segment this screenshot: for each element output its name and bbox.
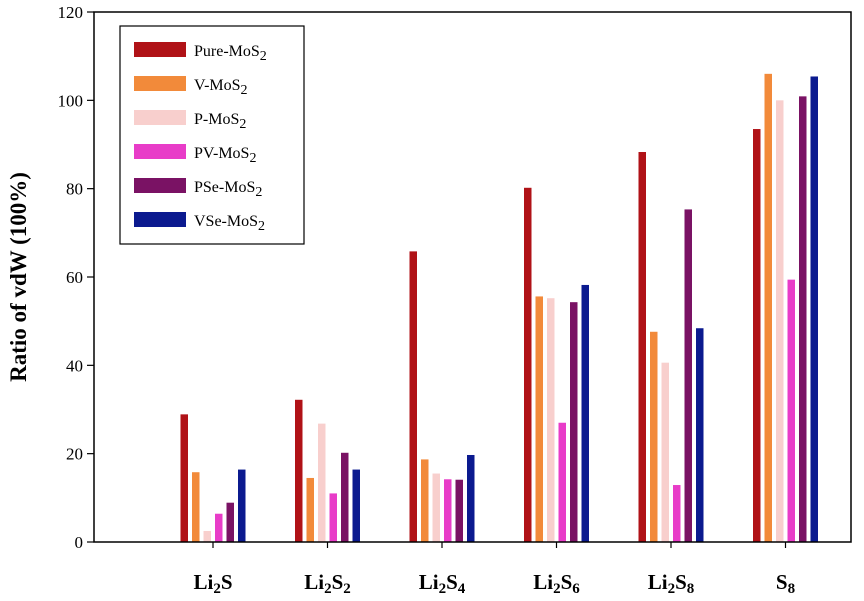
bar-vse-mos2-5 [810,76,818,542]
bar-v-mos2-2 [421,459,429,542]
bar-v-mos2-1 [306,477,314,542]
bar-pse-mos2-0 [226,502,234,542]
x-tick-label: Li2S [193,570,232,597]
bar-vse-mos2-2 [467,454,475,542]
y-tick-label: 80 [66,180,83,199]
bar-pv-mos2-4 [673,485,681,542]
bar-pure-mos2-2 [409,251,417,542]
x-tick-label: Li2S8 [648,570,695,597]
y-axis-label: Ratio of vdW (100%) [6,172,31,382]
y-axis: 0 20 40 60 80 100 120 [58,3,94,552]
x-axis: Li2S Li2S2 Li2S4 Li2S6 Li2S8 S8 [193,542,795,597]
bar-pv-mos2-0 [215,513,223,542]
bar-pv-mos2-1 [329,493,337,542]
x-tick-label: Li2S6 [533,570,580,597]
bar-p-mos2-0 [203,530,211,542]
bars-group [180,73,818,543]
bar-vse-mos2-3 [581,284,589,542]
y-tick-label: 120 [58,3,84,22]
bar-pure-mos2-5 [753,129,761,542]
bar-vse-mos2-4 [696,328,704,542]
bar-v-mos2-5 [764,73,772,542]
bar-p-mos2-3 [547,298,555,542]
legend-label: PV-MoS2 [194,145,256,166]
legend-label: Pure-MoS2 [194,43,267,64]
x-tick-label: S8 [776,570,795,597]
legend: Pure-MoS2 V-MoS2 P-MoS2 PV-MoS2 PSe-MoS2 VSe-… [119,25,305,245]
y-tick-label: 20 [66,445,83,464]
bar-pv-mos2-5 [787,279,795,542]
bar-pse-mos2-3 [570,302,578,542]
legend-swatch [134,110,186,125]
legend-label: VSe-MoS2 [194,213,265,234]
legend-swatch [134,144,186,159]
bar-vse-mos2-1 [352,469,360,542]
bar-p-mos2-2 [432,473,440,542]
bar-pse-mos2-1 [341,452,349,542]
x-tick-label: Li2S4 [419,570,466,597]
bar-pure-mos2-3 [524,187,532,543]
y-tick-label: 100 [58,91,84,110]
legend-swatch [134,212,186,227]
y-tick-label: 0 [75,533,84,552]
legend-label: PSe-MoS2 [194,179,262,200]
bar-p-mos2-5 [776,100,784,542]
bar-v-mos2-4 [650,331,658,542]
bar-pv-mos2-2 [444,479,452,542]
bar-pse-mos2-5 [799,96,807,542]
bar-pure-mos2-0 [180,414,188,542]
y-tick-label: 60 [66,268,83,287]
bar-p-mos2-1 [318,423,326,542]
legend-swatch [134,76,186,91]
bar-pse-mos2-4 [684,209,692,543]
legend-swatch [134,42,186,57]
bar-v-mos2-0 [192,472,200,542]
bar-vse-mos2-0 [238,469,246,542]
legend-swatch [134,178,186,193]
legend-box [119,25,305,245]
bar-pure-mos2-1 [295,399,303,542]
y-tick-label: 40 [66,356,83,375]
bar-v-mos2-3 [535,296,543,542]
x-tick-label: Li2S2 [304,570,351,597]
bar-p-mos2-4 [661,362,669,542]
legend-label: P-MoS2 [194,111,246,132]
legend-label: V-MoS2 [194,77,248,98]
bar-pure-mos2-4 [638,152,646,542]
bar-pse-mos2-2 [455,479,463,542]
bar-pv-mos2-3 [558,422,566,542]
